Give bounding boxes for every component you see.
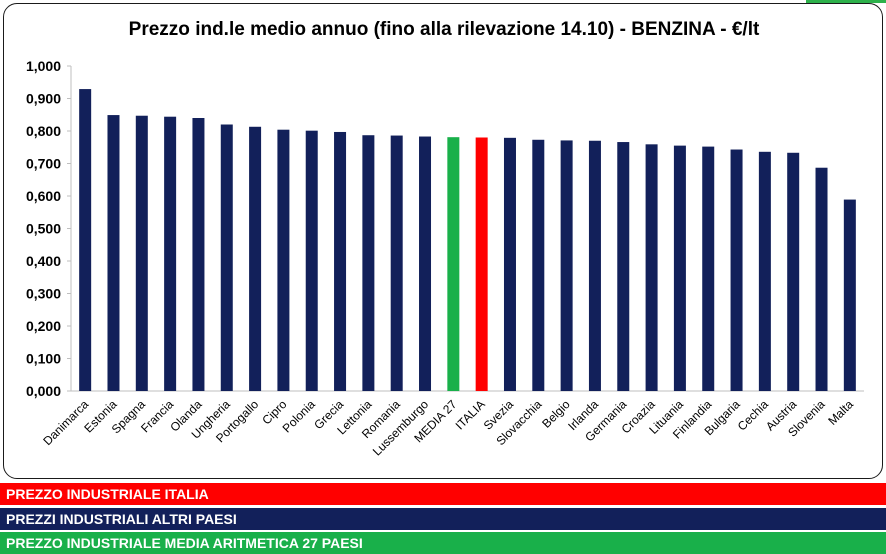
bar-italia xyxy=(475,137,488,391)
bar-irlanda xyxy=(588,140,601,391)
y-tick-label: 0,700 xyxy=(26,156,61,172)
chart-title: Prezzo ind.le medio annuo (fino alla ril… xyxy=(128,19,760,40)
legend-italia: PREZZO INDUSTRIALE ITALIA xyxy=(0,483,886,505)
chart-frame: Prezzo ind.le medio annuo (fino alla ril… xyxy=(3,3,883,479)
bar-lettonia xyxy=(362,135,375,391)
bar-grecia xyxy=(334,131,347,391)
y-tick-label: 0,200 xyxy=(26,318,61,334)
bar-portogallo xyxy=(249,126,262,392)
y-tick-label: 0,800 xyxy=(26,123,61,139)
bar-lussemburgo xyxy=(419,136,432,391)
y-tick-label: 0,100 xyxy=(26,351,61,367)
bar-svezia xyxy=(503,137,516,391)
y-tick-label: 0,600 xyxy=(26,188,61,204)
bar-germania xyxy=(617,142,630,391)
legend-altri-paesi: PREZZI INDUSTRIALI ALTRI PAESI xyxy=(0,508,886,530)
bar-chart: 0,000 0,100 0,200 0,300 0,400 0,500 0,600 0,700… xyxy=(26,58,864,459)
x-tick-label: Malta xyxy=(825,397,856,428)
y-tick-label: 0,000 xyxy=(26,383,61,399)
bar-bulgaria xyxy=(730,149,743,391)
x-tick-label: Polonia xyxy=(280,397,318,435)
bar-danimarca xyxy=(79,89,92,391)
bar-polonia xyxy=(305,130,318,392)
bar-francia xyxy=(164,116,177,391)
bar-finlandia xyxy=(702,146,715,391)
bar-austria xyxy=(787,152,800,391)
x-tick-label: Francia xyxy=(138,397,176,435)
x-tick-label: ITALIA xyxy=(453,397,488,432)
y-tick-label: 0,400 xyxy=(26,253,61,269)
y-tick-label: 0,300 xyxy=(26,286,61,302)
bar-romania xyxy=(390,135,403,391)
bar-estonia xyxy=(107,115,120,391)
bar-malta xyxy=(843,199,856,391)
bar-slovenia xyxy=(815,167,828,391)
bar-lituania xyxy=(673,145,686,391)
y-tick-label: 0,500 xyxy=(26,221,61,237)
bar-spagna xyxy=(135,115,148,391)
x-tick-label: Cechia xyxy=(735,397,772,434)
green-tab-marker xyxy=(806,0,886,3)
top-strip xyxy=(0,0,886,3)
bar-cipro xyxy=(277,129,290,391)
bar-media-27 xyxy=(447,137,460,391)
bar-belgio xyxy=(560,140,573,391)
bar-cechia xyxy=(758,151,771,391)
y-tick-label: 1,000 xyxy=(26,58,61,74)
bar-ungheria xyxy=(220,124,233,391)
y-tick-label: 0,900 xyxy=(26,91,61,107)
bar-slovacchia xyxy=(532,139,545,391)
legend-media-27: PREZZO INDUSTRIALE MEDIA ARITMETICA 27 P… xyxy=(0,532,886,554)
bar-olanda xyxy=(192,118,205,391)
bar-croazia xyxy=(645,144,658,391)
